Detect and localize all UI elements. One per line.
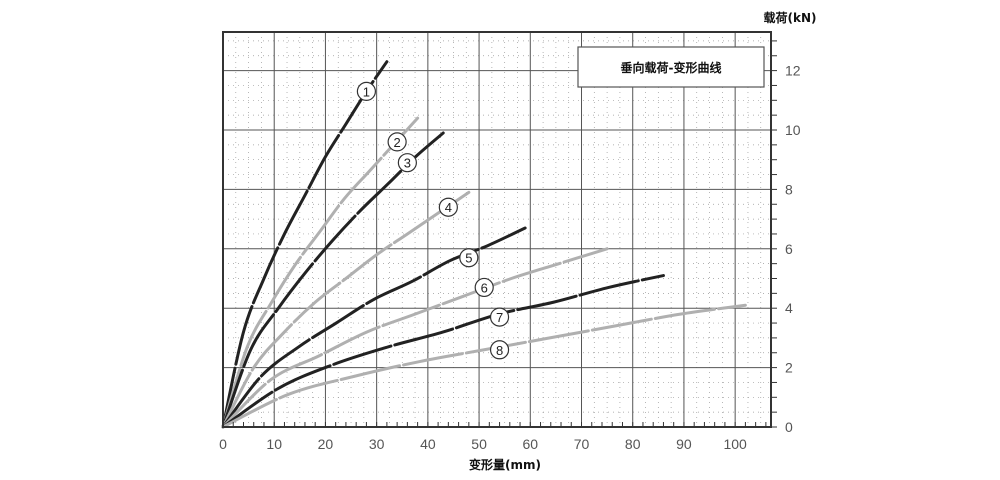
series-marker-6 <box>474 277 494 298</box>
title-box-frame <box>577 46 765 88</box>
chart-title: 垂向载荷-变形曲线 <box>621 60 722 75</box>
y-tick-label: 2 <box>785 360 793 376</box>
series-label-7: 7 <box>496 310 503 325</box>
y-tick-label: 0 <box>785 419 793 435</box>
x-tick-label: 0 <box>219 436 227 452</box>
x-tick-label: 100 <box>723 436 747 452</box>
series-line-6 <box>221 247 609 429</box>
series-line-5 <box>221 226 527 429</box>
x-tick-label: 90 <box>676 436 692 452</box>
series-group: 1 23 4 567 8 <box>221 60 747 429</box>
series-marker-4 <box>438 197 458 217</box>
series-label-8: 8 <box>496 343 503 358</box>
plot-frame <box>222 31 772 428</box>
series-label-3: 3 <box>404 156 411 171</box>
series-line-8 <box>221 303 747 429</box>
series-marker-7 <box>489 307 510 327</box>
series-marker-3 <box>397 153 417 173</box>
y-tick-label: 10 <box>785 122 801 138</box>
series-line-4 <box>221 190 471 429</box>
x-tick-label: 30 <box>369 436 385 452</box>
x-tick-label: 70 <box>574 436 590 452</box>
series-label-2: 2 <box>394 135 401 150</box>
y-axis-title: 载荷(kN) <box>764 10 817 25</box>
grid <box>222 32 771 428</box>
x-tick-label: 20 <box>318 436 334 452</box>
series-label-4: 4 <box>445 200 452 215</box>
x-tick-label: 10 <box>266 436 282 452</box>
y-tick-label: 12 <box>785 63 801 79</box>
title-box: 垂向载荷-变形曲线 <box>577 46 765 88</box>
x-tick-label: 60 <box>523 436 539 452</box>
y-tick-label: 4 <box>785 300 793 316</box>
x-tick-label: 80 <box>625 436 641 452</box>
series-line-1 <box>221 60 389 429</box>
x-tick-label: 50 <box>471 436 487 452</box>
series-marker-8 <box>489 340 510 360</box>
x-tick-label: 40 <box>420 436 436 452</box>
series-label-6: 6 <box>481 280 488 295</box>
series-marker-2 <box>387 132 407 152</box>
y-tick-label: 8 <box>785 181 793 197</box>
series-label-5: 5 <box>465 251 472 266</box>
series-line-7 <box>221 274 665 429</box>
series-label-1: 1 <box>363 84 370 99</box>
series-line-2 <box>221 116 420 429</box>
y-tick-label: 6 <box>785 241 793 257</box>
series-marker-5 <box>459 248 479 268</box>
x-axis-title: 变形量(mm) <box>469 457 541 472</box>
series-marker-1 <box>356 81 377 101</box>
